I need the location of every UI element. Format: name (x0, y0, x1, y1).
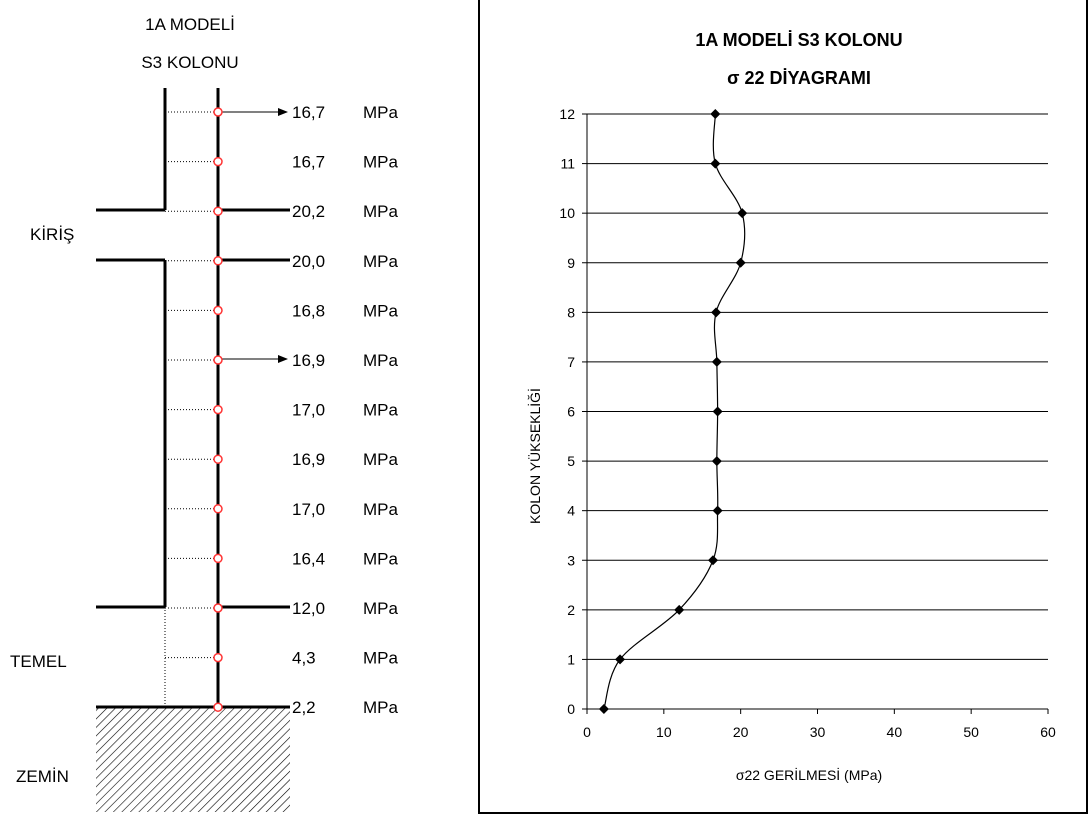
x-tick-label: 20 (733, 724, 749, 740)
data-point (712, 406, 723, 417)
y-tick-label: 10 (559, 205, 575, 221)
node-marker (213, 454, 223, 464)
data-point (674, 604, 685, 615)
stress-unit-label: MPa (363, 202, 399, 221)
stress-unit-label: MPa (363, 698, 399, 717)
y-tick-label: 11 (560, 156, 575, 172)
stress-value-label: 16,7 (292, 153, 325, 172)
stress-unit-label: MPa (363, 401, 399, 420)
chart-title: 1A MODELİ S3 KOLONU (695, 30, 902, 50)
y-tick-label: 5 (567, 453, 575, 469)
soil-label: ZEMİN (16, 767, 69, 786)
schematic-title-line1: 1A MODELİ (145, 15, 235, 34)
data-point (710, 158, 721, 169)
data-point (711, 456, 722, 467)
stress-value-label: 20,2 (292, 202, 325, 221)
stress-unit-label: MPa (363, 549, 399, 568)
y-tick-label: 8 (567, 304, 575, 320)
x-tick-label: 60 (1040, 724, 1056, 740)
node-marker (213, 702, 223, 712)
stress-unit-label: MPa (363, 153, 399, 172)
y-tick-label: 0 (567, 701, 575, 717)
stress-chart: 1A MODELİ S3 KOLONU σ 22 DİYAGRAMI 01234… (526, 30, 1056, 783)
data-point (735, 257, 746, 268)
y-tick-label: 1 (567, 651, 575, 667)
x-tick-label: 30 (810, 724, 826, 740)
node-marker (213, 355, 223, 365)
foundation-label: TEMEL (10, 652, 67, 671)
node-marker (213, 206, 223, 216)
y-tick-label: 6 (567, 404, 575, 420)
stress-value-label: 16,8 (292, 301, 325, 320)
stress-value-label: 17,0 (292, 401, 325, 420)
soil-hatch (96, 707, 290, 812)
data-point (711, 356, 722, 367)
stress-unit-label: MPa (363, 599, 399, 618)
stress-unit-label: MPa (363, 252, 399, 271)
y-tick-label: 12 (559, 106, 575, 122)
data-point (708, 555, 719, 566)
stress-value-label: 16,9 (292, 450, 325, 469)
stress-value-label: 2,2 (292, 698, 316, 717)
x-tick-label: 0 (583, 724, 591, 740)
y-tick-label: 4 (567, 503, 575, 519)
data-point (615, 654, 626, 665)
x-tick-label: 50 (963, 724, 979, 740)
node-marker (213, 652, 223, 663)
data-point (598, 704, 609, 714)
stress-unit-label: MPa (363, 450, 399, 469)
chart-subtitle: σ 22 DİYAGRAMI (727, 68, 871, 88)
schematic-title-line2: S3 KOLONU (141, 53, 238, 72)
node-marker (213, 305, 223, 316)
stress-unit-label: MPa (363, 351, 399, 370)
x-tick-label: 40 (887, 724, 903, 740)
data-point (737, 208, 748, 219)
node-marker (213, 504, 223, 514)
stress-value-label: 4,3 (292, 649, 316, 668)
stress-value-label: 20,0 (292, 252, 325, 271)
x-axis-label: σ22 GERİLMESİ (MPa) (736, 766, 882, 783)
data-point (712, 505, 723, 516)
stress-value-label: 17,0 (292, 500, 325, 519)
node-marker (213, 256, 223, 266)
node-marker (213, 553, 223, 564)
x-tick-label: 10 (656, 724, 672, 740)
stress-value-label: 16,9 (292, 351, 325, 370)
stress-value-label: 16,7 (292, 103, 325, 122)
y-tick-label: 9 (567, 255, 575, 271)
stress-unit-label: MPa (363, 301, 399, 320)
node-marker (213, 603, 223, 613)
node-marker (213, 404, 223, 415)
y-tick-label: 7 (567, 354, 575, 370)
y-axis-label: KOLON YÜKSEKLİĞİ (526, 388, 543, 524)
node-marker (213, 156, 223, 167)
stress-unit-label: MPa (363, 649, 399, 668)
stress-unit-label: MPa (363, 500, 399, 519)
y-tick-label: 2 (567, 602, 575, 618)
stress-value-label: 12,0 (292, 599, 325, 618)
data-point (711, 307, 722, 318)
beam-label: KİRİŞ (30, 225, 74, 244)
data-point (710, 109, 721, 119)
column-schematic: 1A MODELİ S3 KOLONU 16,7 MPa 16,7 MPa 20,2 MP… (10, 15, 399, 812)
node-marker (213, 107, 223, 117)
y-tick-label: 3 (567, 552, 575, 568)
stress-value-label: 16,4 (292, 549, 325, 568)
stress-unit-label: MPa (363, 103, 399, 122)
